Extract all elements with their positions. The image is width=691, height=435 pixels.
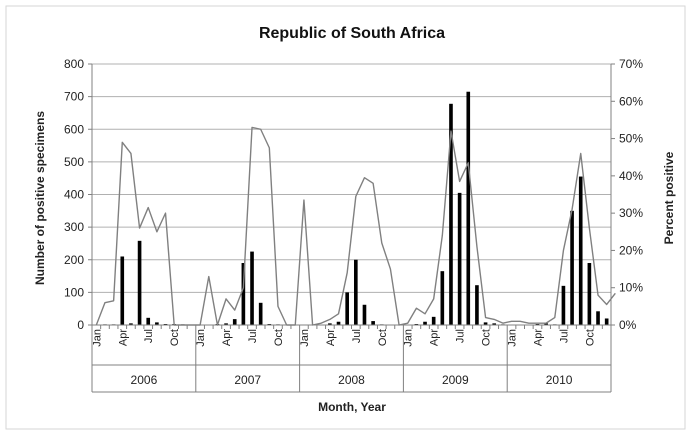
- bar: [475, 285, 479, 325]
- y2-tick-label: 40%: [619, 169, 643, 183]
- month-tick-label: Apr: [325, 329, 337, 346]
- month-tick-label: Oct: [584, 329, 596, 346]
- month-tick-label: Apr: [532, 329, 544, 346]
- month-tick-label: Apr: [117, 329, 129, 346]
- bar: [241, 263, 246, 325]
- bar: [224, 323, 228, 325]
- x-axis-title: Month, Year: [318, 400, 386, 414]
- bar: [604, 318, 609, 325]
- month-tick-label: Apr: [429, 329, 441, 346]
- y2-tick-label: 60%: [619, 94, 643, 108]
- y2-tick-label: 20%: [619, 243, 643, 257]
- month-tick-label: Jul: [143, 329, 155, 343]
- bar: [561, 285, 566, 325]
- y-tick-label: 300: [64, 220, 84, 234]
- bar: [250, 251, 254, 325]
- y2-tick-label: 0%: [619, 318, 637, 332]
- bar: [483, 322, 488, 325]
- bar: [371, 321, 375, 325]
- bar: [328, 323, 332, 325]
- bar: [354, 259, 358, 325]
- month-tick-label: Jul: [455, 329, 467, 343]
- chart-title: Republic of South Africa: [259, 25, 445, 42]
- y-tick-label: 0: [77, 318, 84, 332]
- month-tick-label: Oct: [377, 329, 389, 346]
- month-tick-label: Oct: [169, 329, 181, 346]
- gridlines: [92, 63, 611, 293]
- month-tick-label: Jan: [91, 329, 103, 347]
- y2-tick-label: 10%: [619, 281, 643, 295]
- month-tick-label: Apr: [221, 329, 233, 346]
- month-tick-label: Oct: [481, 329, 493, 346]
- y2-tick-label: 50%: [619, 132, 643, 146]
- bar: [570, 210, 574, 325]
- month-tick-label: Jul: [247, 329, 259, 343]
- y-tick-label: 500: [64, 155, 84, 169]
- y-axis-title: Number of positive specimens: [33, 111, 47, 285]
- bar: [596, 311, 600, 325]
- bar: [146, 317, 151, 325]
- left-axis-ticks: 0 100 200 300 400 500 600 700 800: [64, 57, 92, 332]
- y-tick-label: 200: [64, 253, 84, 267]
- y-tick-label: 600: [64, 122, 84, 136]
- bar: [440, 271, 445, 325]
- year-label: 2006: [131, 373, 158, 387]
- year-label: 2008: [338, 373, 365, 387]
- month-tick-label: Jul: [558, 329, 570, 343]
- bar: [336, 321, 341, 325]
- y-tick-label: 100: [64, 285, 84, 299]
- bar: [578, 176, 583, 325]
- bar: [120, 256, 125, 325]
- month-tick-label: Jan: [299, 329, 311, 347]
- month-tick-label: Jan: [507, 329, 519, 347]
- chart-border: [5, 5, 686, 430]
- bar: [232, 319, 237, 325]
- y-tick-label: 700: [64, 90, 84, 104]
- bar: [155, 322, 159, 325]
- x-axis-labels: Jan Apr Jul Oct 2006 Jan Apr Jul Oct 2007 Jan Apr Ju…: [91, 325, 612, 393]
- bar: [137, 240, 142, 325]
- bar: [466, 91, 471, 325]
- year-label: 2007: [234, 373, 261, 387]
- bar: [492, 323, 497, 325]
- bar: [345, 292, 349, 326]
- y2-tick-label: 70%: [619, 57, 643, 71]
- bar: [362, 304, 367, 325]
- bar-series: [103, 91, 609, 326]
- bar: [258, 302, 263, 325]
- bar: [457, 192, 462, 325]
- y-tick-label: 400: [64, 188, 84, 202]
- y2-axis-title: Percent positive: [662, 151, 676, 244]
- bar: [431, 316, 436, 325]
- year-label: 2009: [442, 373, 469, 387]
- bar: [423, 321, 427, 325]
- y2-tick-label: 30%: [619, 206, 643, 220]
- month-tick-label: Jan: [195, 329, 207, 347]
- right-axis-ticks: 0% 10% 20% 30% 40% 50% 60% 70%: [611, 57, 643, 332]
- y-tick-label: 800: [64, 57, 84, 71]
- year-label: 2010: [546, 373, 573, 387]
- bar: [129, 323, 133, 325]
- month-tick-label: Jan: [403, 329, 415, 347]
- bar: [449, 103, 453, 325]
- bar: [587, 263, 592, 325]
- bar: [544, 323, 548, 325]
- month-tick-label: Oct: [273, 329, 285, 346]
- month-tick-label: Jul: [351, 329, 363, 343]
